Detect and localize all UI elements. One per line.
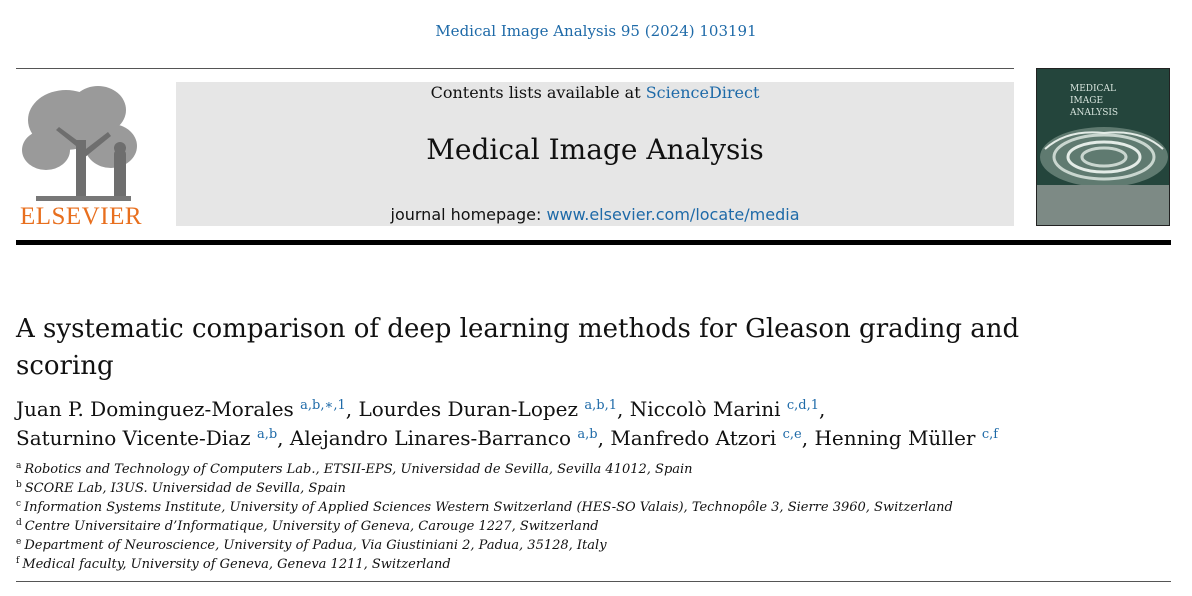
header-rule — [16, 68, 1014, 69]
journal-title: Medical Image Analysis — [426, 133, 764, 166]
journal-banner — [176, 82, 1014, 226]
affiliation-list: a Robotics and Technology of Computers La… — [16, 460, 1116, 574]
homepage-prefix: journal homepage: — [390, 205, 547, 224]
author-affil-marks[interactable]: a,b — [577, 427, 598, 442]
cover-footer — [1037, 185, 1169, 225]
affiliation-item: d Centre Universitaire d’Informatique, Un… — [16, 518, 599, 535]
article-title: A systematic comparison of deep learning… — [16, 314, 1020, 381]
footer-rule — [16, 581, 1171, 582]
author-affil-marks[interactable]: a,b,1 — [584, 398, 617, 413]
elsevier-tree-logo[interactable] — [16, 80, 146, 228]
author-name[interactable]: Lourdes Duran-Lopez — [358, 397, 579, 421]
affiliation-item: f Medical faculty, University of Geneva, … — [16, 556, 451, 573]
author-affil-marks[interactable]: c,f — [981, 427, 999, 442]
affiliation-item: c Information Systems Institute, Universi… — [16, 499, 953, 516]
author-name[interactable]: Niccolò Marini — [629, 397, 781, 421]
author-name[interactable]: Saturnino Vicente-Diaz — [16, 426, 251, 450]
cover-title: MEDICAL IMAGE ANALYSIS — [1070, 84, 1119, 118]
contents-line: Contents lists available at ScienceDirec… — [176, 83, 1014, 102]
contents-prefix: Contents lists available at — [430, 83, 646, 102]
affiliation-item: a Robotics and Technology of Computers La… — [16, 461, 693, 478]
author-affil-marks[interactable]: a,b — [256, 427, 278, 442]
journal-cover-thumbnail[interactable]: MEDICAL IMAGE ANALYSIS — [1036, 68, 1170, 226]
journal-reference-link[interactable]: Medical Image Analysis 95 (2024) 103191 — [435, 22, 757, 40]
homepage-line: journal homepage: www.elsevier.com/locat… — [176, 205, 1014, 224]
affiliation-item: b SCORE Lab, I3US. Universidad de Sevilla… — [16, 480, 346, 497]
elsevier-wordmark: ELSEVIER — [19, 203, 143, 230]
author-affil-marks[interactable]: c,d,1 — [786, 398, 819, 413]
header-thick-rule — [16, 240, 1171, 245]
author-list: Juan P. Dominguez-Morales a,b,∗,1, Lourd… — [16, 397, 999, 450]
sciencedirect-link[interactable]: ScienceDirect — [645, 83, 760, 102]
author-name[interactable]: Juan P. Dominguez-Morales — [16, 397, 294, 421]
affiliation-item: e Department of Neuroscience, University … — [16, 537, 607, 554]
author-name[interactable]: Henning Müller — [814, 426, 976, 450]
author-name[interactable]: Manfredo Atzori — [610, 426, 777, 450]
author-name[interactable]: Alejandro Linares-Barranco — [289, 426, 572, 450]
homepage-link[interactable]: www.elsevier.com/locate/media — [546, 205, 800, 224]
author-affil-marks[interactable]: c,e — [782, 427, 802, 442]
author-affil-marks[interactable]: a,b,∗,1 — [300, 398, 346, 413]
brain-scan-image — [1040, 127, 1168, 187]
